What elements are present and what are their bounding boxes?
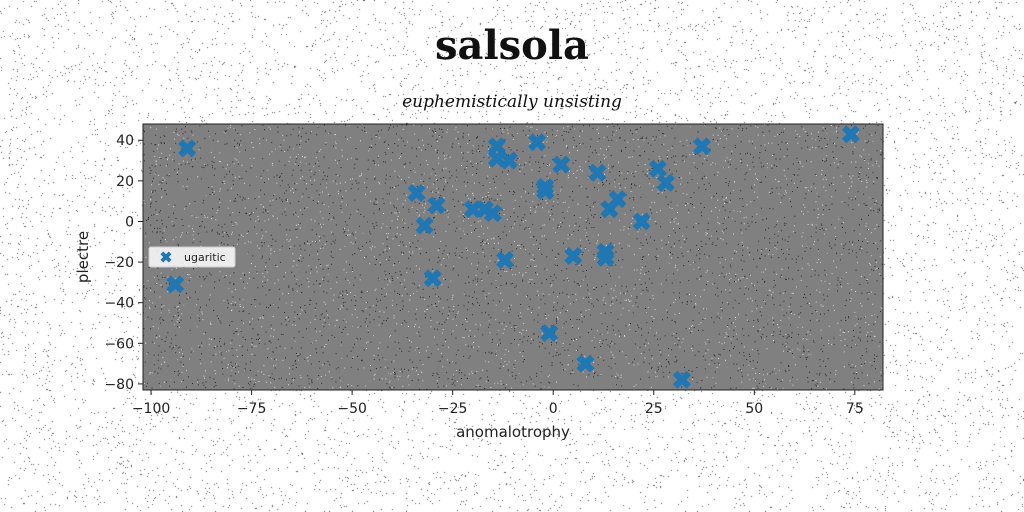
data-point: [528, 133, 547, 152]
data-point: [500, 151, 518, 170]
x-tick-label: −75: [237, 401, 267, 417]
legend-marker: [160, 251, 172, 263]
data-point: [648, 159, 667, 178]
x-axis-label: anomalotrophy: [456, 423, 570, 441]
data-points: [166, 125, 860, 389]
x-tick-label: −100: [132, 401, 170, 417]
data-point: [483, 204, 502, 223]
data-point: [496, 251, 514, 269]
y-tick-label: 20: [116, 174, 134, 190]
x-tick-label: −50: [337, 401, 367, 417]
data-point: [487, 149, 506, 168]
chart-title: salsola: [435, 22, 589, 69]
data-point: [552, 155, 571, 174]
y-axis-label: plectre: [74, 231, 92, 283]
x-tick-label: 75: [846, 401, 864, 417]
data-point: [407, 184, 426, 202]
x-tick-label: 0: [549, 401, 558, 417]
data-point: [427, 196, 446, 215]
legend: ugaritic: [148, 246, 236, 268]
y-axis-ticks: −80 −60 −40 −20 0 20 40: [104, 133, 143, 393]
x-tick-label: 25: [645, 401, 663, 417]
data-point: [536, 182, 555, 200]
data-point: [693, 137, 711, 156]
x-tick-label: −25: [438, 401, 468, 417]
data-point: [178, 139, 197, 158]
y-tick-label: −20: [104, 255, 134, 271]
data-point: [596, 249, 615, 267]
y-tick-label: −60: [104, 336, 134, 352]
x-axis-ticks: −100 −75 −50 −25 0 25 50 75: [132, 390, 864, 417]
data-point: [656, 173, 675, 192]
chart-subtitle: euphemistically unsisting: [402, 92, 622, 112]
x-tick-label: 50: [745, 401, 763, 417]
data-point: [564, 247, 583, 265]
data-point: [540, 324, 559, 343]
data-point: [632, 212, 651, 231]
data-point: [608, 190, 627, 209]
data-point: [841, 125, 860, 144]
data-point: [672, 370, 691, 389]
y-tick-label: −80: [104, 377, 134, 393]
data-point: [588, 163, 607, 182]
data-point: [423, 269, 442, 288]
data-point: [166, 275, 185, 294]
data-point: [415, 216, 434, 235]
legend-label: ugaritic: [184, 251, 226, 264]
y-tick-label: 40: [116, 133, 134, 149]
plot-frame: [142, 123, 884, 391]
legend-box: [148, 246, 236, 268]
data-point: [576, 354, 595, 373]
y-tick-label: −40: [104, 296, 134, 312]
y-tick-label: 0: [125, 214, 134, 230]
